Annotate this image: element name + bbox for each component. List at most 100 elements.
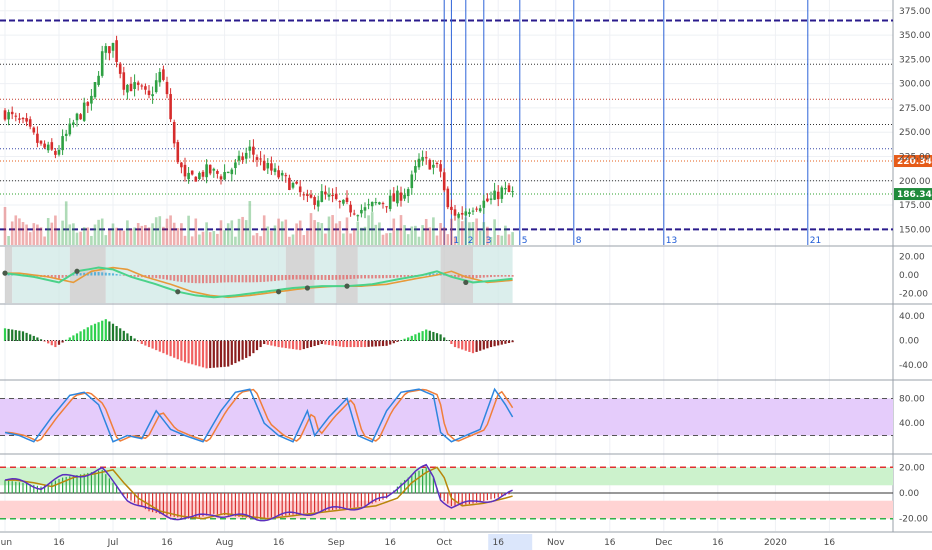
candle-body[interactable] — [212, 168, 216, 171]
candle-body[interactable] — [75, 113, 79, 121]
price-tick-label[interactable]: 350.00 — [899, 31, 931, 41]
candle-body[interactable] — [133, 82, 136, 89]
candle-body[interactable] — [291, 183, 295, 188]
candle-body[interactable] — [39, 140, 43, 144]
candle-body[interactable] — [424, 157, 428, 159]
time-tick-label[interactable]: 16 — [273, 538, 285, 548]
candle-body[interactable] — [223, 172, 226, 180]
candle-body[interactable] — [64, 133, 68, 136]
time-tick-label[interactable]: Sep — [328, 538, 345, 548]
candle-body[interactable] — [72, 122, 75, 125]
candle-body[interactable] — [504, 188, 507, 190]
candle-body[interactable] — [183, 164, 187, 177]
time-tick-label[interactable]: Jul — [107, 538, 119, 548]
candle-body[interactable] — [507, 185, 511, 192]
candle-body[interactable] — [28, 119, 32, 127]
candle-body[interactable] — [309, 194, 313, 198]
candle-body[interactable] — [129, 83, 133, 92]
price-tick-label[interactable]: 300.00 — [899, 80, 931, 90]
candle-body[interactable] — [295, 181, 298, 184]
price-tag-label[interactable]: 220.34 — [897, 157, 932, 167]
candle-body[interactable] — [363, 207, 367, 211]
momentum-tick-label[interactable]: 20.00 — [899, 252, 925, 262]
price-tick-label[interactable]: 200.00 — [899, 177, 931, 187]
candle-body[interactable] — [255, 157, 259, 160]
candle-body[interactable] — [14, 115, 18, 117]
candle-body[interactable] — [122, 72, 126, 90]
candle-body[interactable] — [10, 111, 14, 115]
candle-body[interactable] — [262, 160, 266, 171]
candle-body[interactable] — [302, 194, 306, 196]
candle-body[interactable] — [190, 170, 194, 175]
candle-body[interactable] — [104, 46, 108, 53]
candle-body[interactable] — [68, 123, 72, 135]
time-tick-label[interactable]: 16 — [53, 538, 65, 548]
candle-body[interactable] — [435, 163, 439, 165]
price-axis[interactable]: 220.34 186.34 375.00 350.00 325.00 300.00 275.… — [894, 7, 932, 525]
candle-body[interactable] — [273, 168, 277, 172]
candle-body[interactable] — [396, 190, 399, 204]
candle-body[interactable] — [345, 197, 349, 202]
candle-body[interactable] — [111, 42, 115, 51]
candle-body[interactable] — [352, 213, 356, 215]
candle-body[interactable] — [219, 176, 223, 180]
candle-body[interactable] — [306, 194, 309, 196]
candle-body[interactable] — [410, 174, 414, 189]
candle-body[interactable] — [280, 172, 284, 176]
candle-body[interactable] — [496, 191, 500, 200]
candle-body[interactable] — [486, 198, 489, 202]
candle-body[interactable] — [43, 143, 46, 148]
time-tick-label[interactable]: 16 — [492, 538, 504, 548]
price-tick-label[interactable]: 275.00 — [899, 104, 931, 114]
candle-body[interactable] — [432, 164, 435, 168]
candle-body[interactable] — [277, 170, 280, 178]
momentum-fast-line[interactable] — [4, 266, 513, 299]
candle-body[interactable] — [313, 197, 316, 205]
squeeze-tick-label[interactable]: -40.00 — [899, 361, 928, 371]
candle-body[interactable] — [194, 176, 198, 182]
candle-body[interactable] — [331, 195, 334, 197]
time-tick-label[interactable]: 16 — [161, 538, 173, 548]
candle-body[interactable] — [234, 162, 237, 169]
candle-body[interactable] — [241, 156, 244, 161]
price-tick-label[interactable]: 175.00 — [899, 201, 931, 211]
candle-body[interactable] — [82, 102, 86, 121]
candle-body[interactable] — [511, 191, 514, 193]
candle-body[interactable] — [288, 177, 291, 190]
time-tick-label[interactable]: 16 — [712, 538, 724, 548]
candle-body[interactable] — [93, 82, 97, 98]
candle-body[interactable] — [298, 186, 302, 193]
stoch-d-line[interactable] — [5, 388, 514, 442]
price-tag[interactable] — [894, 155, 932, 168]
candle-body[interactable] — [356, 215, 360, 217]
candle-body[interactable] — [140, 85, 144, 87]
candle-body[interactable] — [165, 81, 169, 95]
candle-body[interactable] — [403, 194, 406, 199]
candle-body[interactable] — [86, 102, 90, 106]
momentum-tick-label[interactable]: 0.00 — [899, 271, 919, 281]
price-tick-label[interactable]: 150.00 — [899, 225, 931, 235]
time-tick-label[interactable]: Oct — [436, 538, 452, 548]
candle-body[interactable] — [334, 193, 338, 200]
candle-body[interactable] — [136, 82, 140, 85]
candle-body[interactable] — [54, 150, 57, 155]
candle-body[interactable] — [162, 69, 165, 80]
time-tick-label[interactable]: Jun — [0, 538, 12, 548]
candle-body[interactable] — [428, 159, 432, 170]
candle-body[interactable] — [79, 114, 82, 120]
candle-body[interactable] — [50, 142, 54, 150]
stoch-tick-label[interactable]: 40.00 — [899, 419, 925, 429]
candle-body[interactable] — [442, 172, 446, 191]
candle-body[interactable] — [406, 189, 410, 197]
candle-body[interactable] — [320, 191, 324, 202]
candle-body[interactable] — [385, 206, 388, 208]
candle-body[interactable] — [327, 194, 331, 197]
time-tick-label[interactable]: Aug — [216, 538, 234, 548]
candle-body[interactable] — [378, 202, 381, 205]
candle-body[interactable] — [349, 204, 352, 213]
candle-body[interactable] — [478, 208, 482, 212]
candle-body[interactable] — [471, 210, 475, 212]
price-tick-label[interactable]: 375.00 — [899, 7, 931, 17]
candle-body[interactable] — [374, 202, 378, 204]
